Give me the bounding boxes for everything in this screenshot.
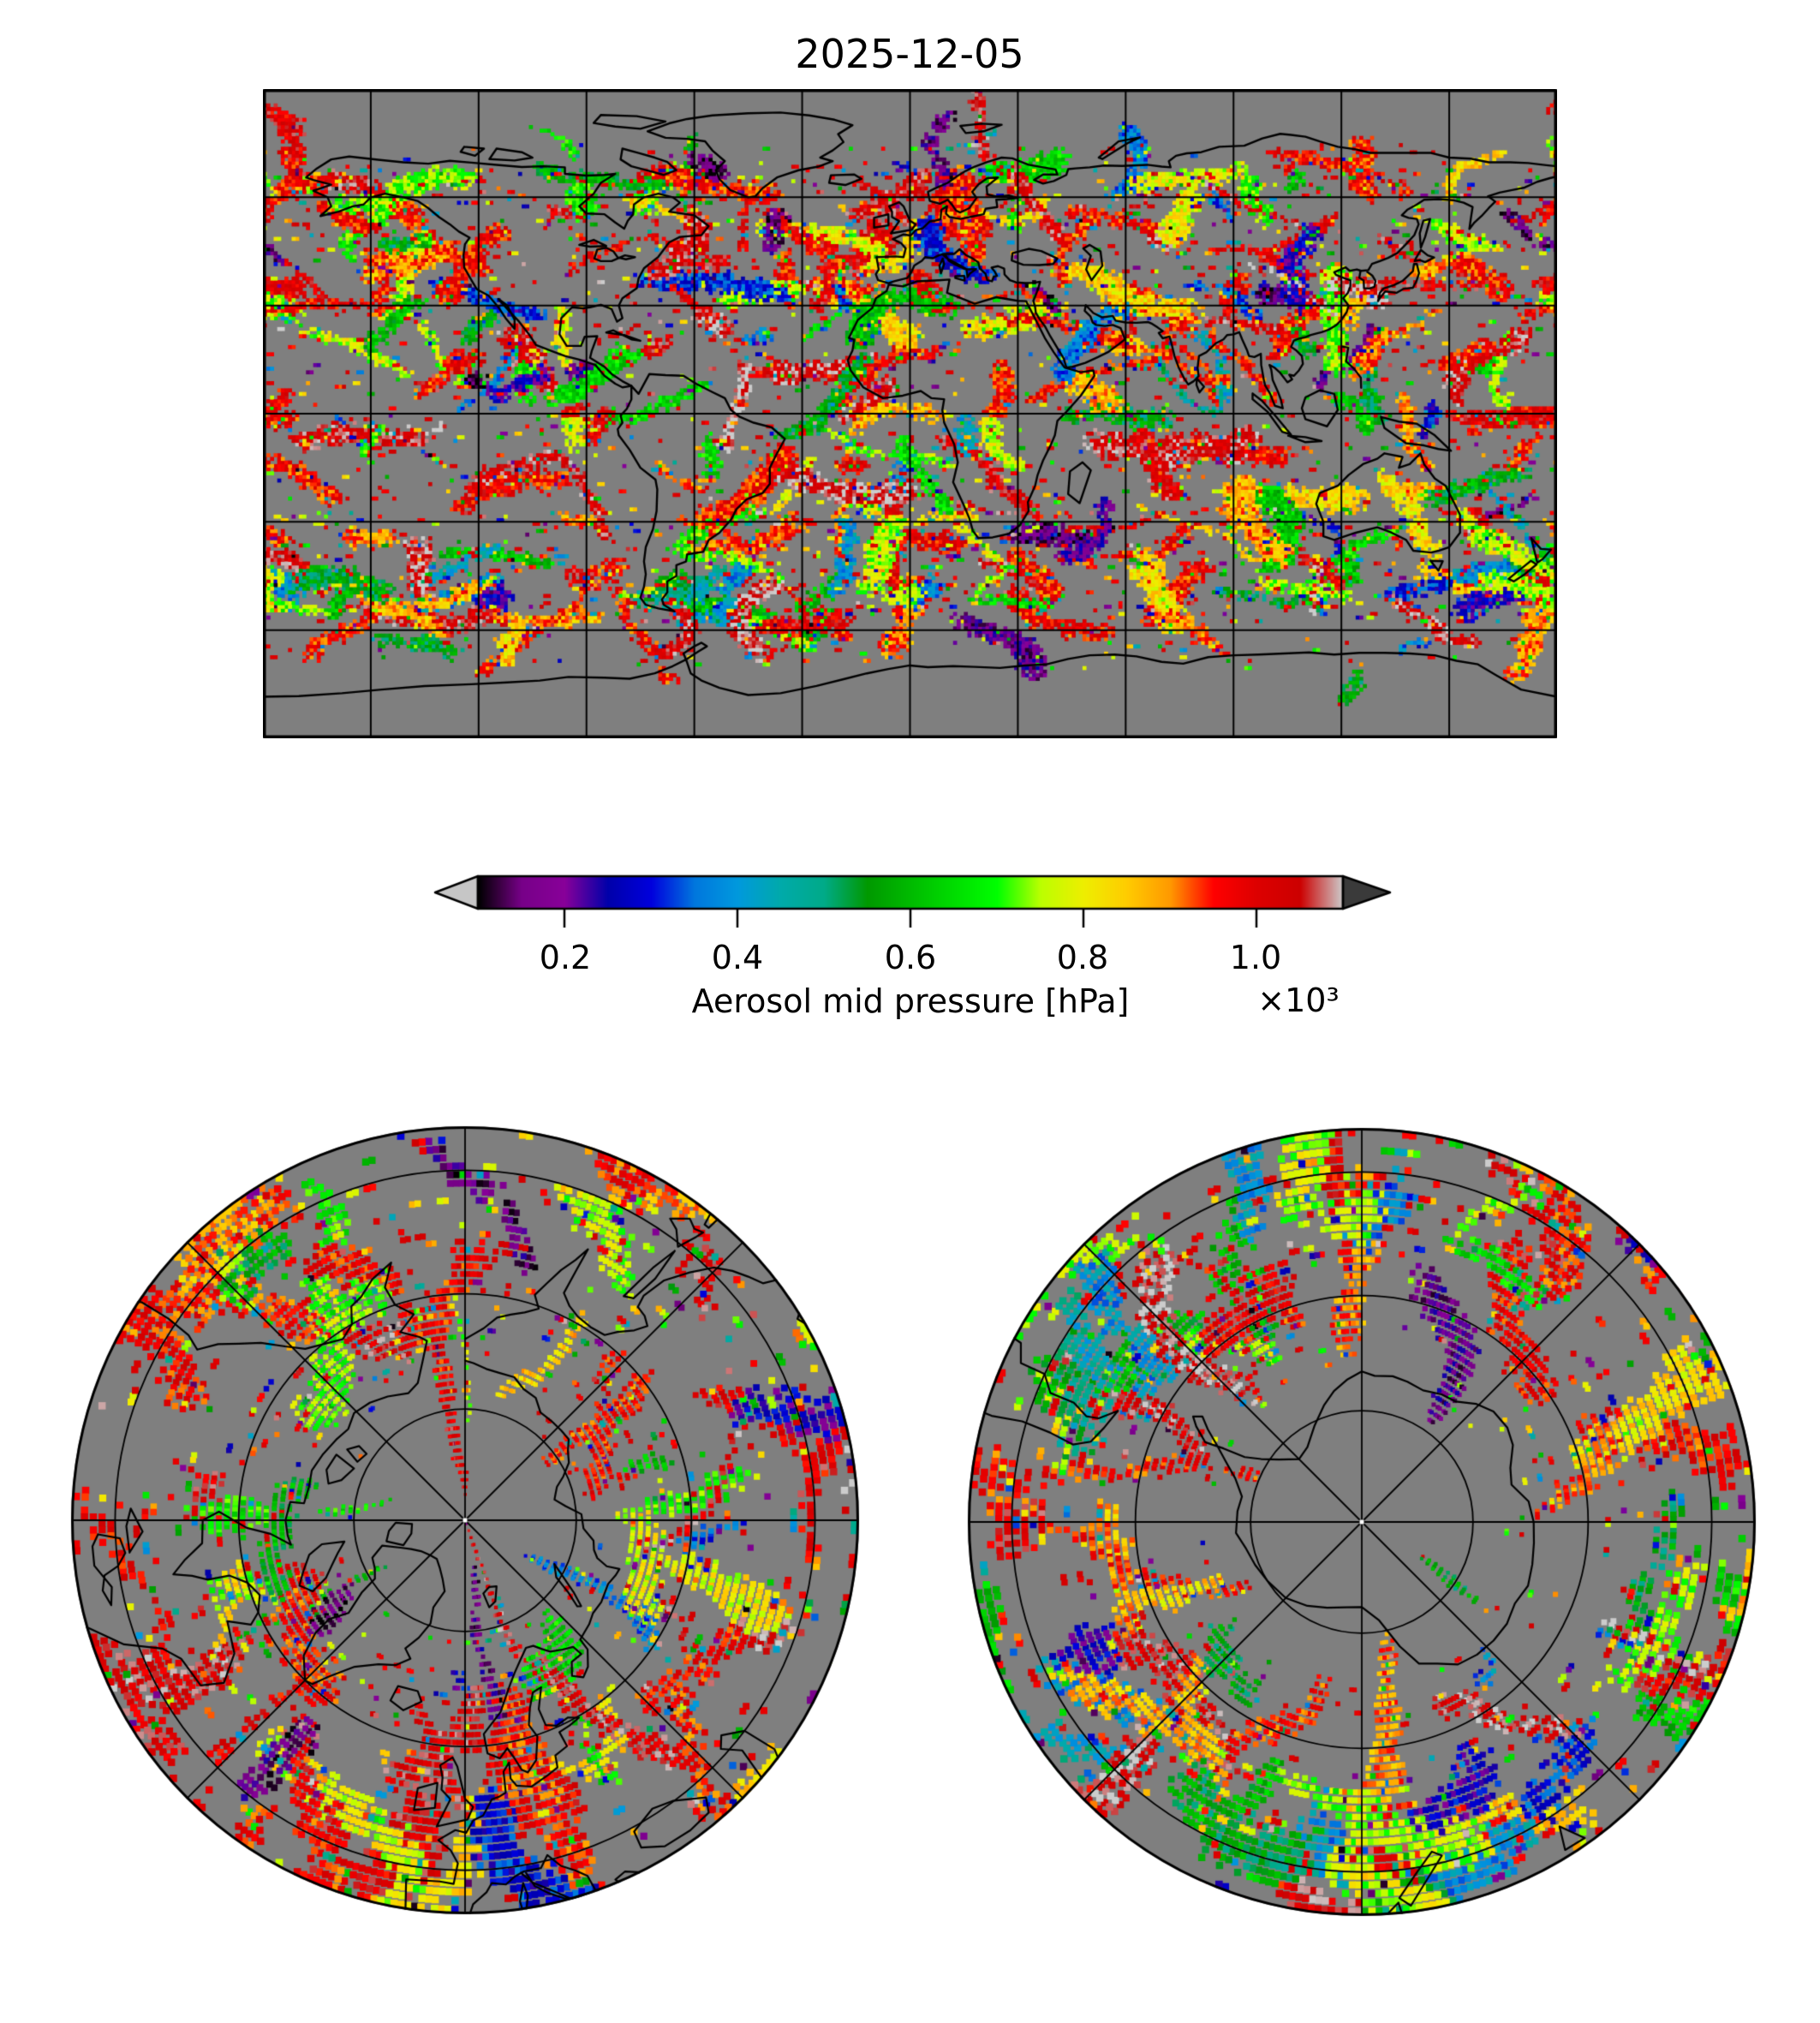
global-map-panel [263,89,1557,738]
colorbar-tick-label: 0.6 [884,939,937,976]
figure-title: 2025-12-05 [795,31,1024,77]
colorbar-tick-label: 0.8 [1056,939,1109,976]
colorbar-tick-label: 0.2 [539,939,592,976]
colorbar [418,872,1446,932]
colorbar-tick-label: 0.4 [711,939,764,976]
north-polar-panel [63,1118,868,1923]
south-polar-panel [959,1119,1764,1925]
colorbar-axis-label: Aerosol mid pressure [hPa] [691,982,1130,1020]
colorbar-tick-label: 1.0 [1229,939,1282,976]
colorbar-scale-offset: ×10³ [1257,982,1340,1019]
